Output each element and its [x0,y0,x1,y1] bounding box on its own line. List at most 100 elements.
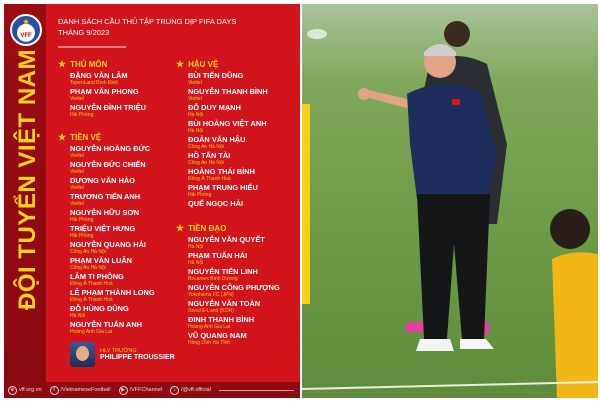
player-club: Hoàng Anh Gia Lai [188,324,230,330]
section-defenders: ★ HẬU VỆ BÙI TIẾN DŨNG Viettel NGUYỄN THANH … [176,58,268,215]
squad-panel: DANH SÁCH CẦU THỦ TẬP TRUNG DỊP FIFA DAY… [46,4,300,382]
player-club: Công An Hà Nội [188,144,224,150]
player-name: PHẠM TUẤN HẢI [188,251,248,260]
player-entry: PHẠM TRUNG HIẾU Hải Phòng [188,183,268,199]
player-name: ĐINH THANH BÌNH [188,315,255,324]
player-entry: PHẠM TUẤN HẢI Hà Nội [188,251,280,267]
player-name: LÂM TI PHÔNG [70,272,124,281]
youtube-icon: ▶ [118,385,128,395]
player-name: NGUYỄN VĂN QUYẾT [188,235,265,244]
coach-photo [70,342,95,367]
poster-side-strip: ★ VFF ĐỘI TUYỂN VIỆT NAM [4,4,46,382]
footer-facebook[interactable]: f/VietnameseFootball [49,385,111,395]
footer-youtube[interactable]: ▶/VFFChannel [118,385,162,395]
player-name: BÙI HOÀNG VIỆT ANH [188,119,267,128]
player-entry: ĐẶNG VĂN LÂM TopenLand Bình Định [70,71,146,87]
player-name: PHẠM TRUNG HIẾU [188,183,258,192]
player-entry: TRƯƠNG TIẾN ANH Viettel [70,192,155,208]
logo-text: VFF [20,33,32,39]
section-midfielders: ★ TIỀN VỆ NGUYỄN HOÀNG ĐỨC Viettel NGUYỄN ĐỨ… [58,131,155,336]
player-entry: PHẠM VĂN PHONG Viettel [70,87,146,103]
player-name: NGUYỄN CÔNG PHƯỢNG [188,283,280,292]
ball-blur [307,29,327,39]
player-entry: NGUYỄN ĐÌNH TRIỆU Hải Phòng [70,103,146,119]
player-entry: PHẠM VĂN LUÂN Công An Hà Nội [70,256,155,272]
pitch-line [302,381,598,390]
foreground-player [550,209,598,398]
player-entry: LÂM TI PHÔNG Đông Á Thanh Hoá [70,272,155,288]
player-entry: NGUYỄN VĂN QUYẾT Hà Nội [188,235,280,251]
section-title: THỦ MÔN [70,60,108,69]
player-name: NGUYỄN ĐÌNH TRIỆU [70,103,146,112]
player-club: Hà Nội [70,313,86,319]
section-heading: ★ HẬU VỆ [176,58,268,71]
player-club: Hoàng Anh Gia Lai [70,329,112,335]
player-entry: NGUYỄN HOÀNG ĐỨC Viettel [70,144,155,160]
title-line-1: DANH SÁCH CẦU THỦ TẬP TRUNG DỊP FIFA DAY… [58,17,237,26]
facebook-icon: f [49,385,59,395]
player-name: NGUYỄN HOÀNG ĐỨC [70,144,151,153]
squad-poster: ★ VFF ĐỘI TUYỂN VIỆT NAM DANH SÁCH CẦU TH… [4,4,300,398]
section-heading: ★ THỦ MÔN [58,58,146,71]
player-club: TopenLand Bình Định [70,80,119,86]
player-club: Đông Á Thanh Hoá [70,297,113,303]
player-club: Viettel [70,96,84,102]
player-club: Becamex Bình Dương [188,276,238,282]
player-entry: NGUYỄN QUANG HẢI Công An Hà Nội [70,240,155,256]
player-club: Hồng Lĩnh Hà Tĩnh [188,340,231,346]
player-entry: NGUYỄN VĂN TOÀN Seoul E-Land (KOR) [188,299,280,315]
player-entry: NGUYỄN TIẾN LINH Becamex Bình Dương [188,267,280,283]
player-entry: ĐINH THANH BÌNH Hoàng Anh Gia Lai [188,315,280,331]
player-club: Hà Nội [188,260,204,266]
player-club: Hà Nội [188,128,204,134]
player-club: Đông Á Thanh Hoá [188,176,231,182]
player-name: ĐOÀN VĂN HẬU [188,135,246,144]
player-name: TRIỆU VIỆT HƯNG [70,224,136,233]
player-name: HỒ TẤN TÀI [188,151,231,160]
player-name: DƯƠNG VĂN HÀO [70,176,135,185]
player-club: Yokohama FC (JPN) [188,292,234,298]
left-player-edge [302,104,310,304]
footer-text: /VietnameseFootball [60,387,111,393]
player-name: HOÀNG THÁI BÌNH [188,167,255,176]
section-goalkeepers: ★ THỦ MÔN ĐẶNG VĂN LÂM TopenLand Bình Định P… [58,58,146,119]
player-name: NGUYỄN HỮU SƠN [70,208,140,217]
footer-tiktok[interactable]: ♪/@vff.official [169,385,211,395]
photo-illustration [302,21,598,398]
title-line-2: THÁNG 9/2023 [58,28,110,37]
player-name: NGUYỄN THANH BÌNH [188,87,268,96]
player-club: Công An Hà Nội [70,249,106,255]
poster-title: DANH SÁCH CẦU THỦ TẬP TRUNG DỊP FIFA DAY… [58,16,236,38]
player-entry: NGUYỄN ĐỨC CHIẾN Viettel [70,160,155,176]
footer-text: /VFFChannel [129,387,162,393]
player-entry: ĐỖ DUY MẠNH Hà Nội [188,103,268,119]
player-entry: DƯƠNG VĂN HÀO Viettel [70,176,155,192]
training-photo [302,4,598,398]
player-club: Seoul E-Land (KOR) [188,308,234,314]
section-heading: ★ TIỀN VỆ [58,131,155,144]
coach-name: PHILIPPE TROUSSIER [100,354,175,361]
player-name: ĐỖ DUY MẠNH [188,103,241,112]
player-club: Hải Phòng [70,233,94,239]
player-name: QUẾ NGỌC HẢI [188,199,244,208]
player-entry: HOÀNG THÁI BÌNH Đông Á Thanh Hoá [188,167,268,183]
player-entry: NGUYỄN TUẤN ANH Hoàng Anh Gia Lai [70,320,155,336]
player-entry: TRIỆU VIỆT HƯNG Hải Phòng [70,224,155,240]
player-name: NGUYỄN QUANG HẢI [70,240,146,249]
footer-website[interactable]: ⊕ vff.org.vn [8,385,42,395]
player-entry: BÙI TIẾN DŨNG Viettel [188,71,268,87]
player-club: Hải Phòng [188,192,212,198]
footer-text: vff.org.vn [19,387,42,393]
player-name: LÊ PHẠM THÀNH LONG [70,288,155,297]
player-name: NGUYỄN ĐỨC CHIẾN [70,160,146,169]
player-name: TRƯƠNG TIẾN ANH [70,192,141,201]
star-icon: ★ [22,19,30,26]
player-entry: HỒ TẤN TÀI Công An Hà Nội [188,151,268,167]
footer-line [218,389,294,391]
globe-icon: ⊕ [8,385,17,395]
player-club: Viettel [70,169,84,175]
player-entry: QUẾ NGỌC HẢI [188,199,268,215]
social-footer: ⊕ vff.org.vn f/VietnameseFootball ▶/VFFCh… [4,382,300,398]
section-heading: ★ TIỀN ĐẠO [176,222,280,235]
player-club: Đông Á Thanh Hoá [70,281,113,287]
